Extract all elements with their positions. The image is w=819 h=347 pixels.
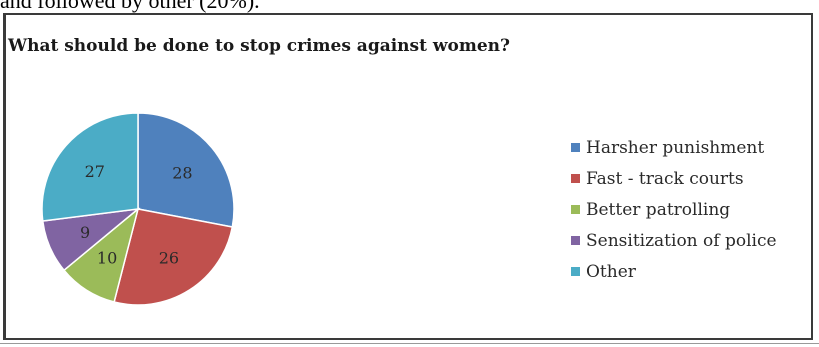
pie-slice-fast-track-courts bbox=[113, 208, 234, 306]
pie-data-label: 10 bbox=[97, 249, 117, 268]
legend-item: Harsher punishment bbox=[571, 132, 777, 163]
pie-slice-other bbox=[41, 112, 139, 222]
bottom-divider bbox=[0, 343, 819, 344]
legend-label: Other bbox=[586, 261, 636, 282]
legend-label: Sensitization of police bbox=[586, 230, 777, 251]
legend-swatch bbox=[571, 143, 580, 152]
caption-fragment: and followed by other (20%). bbox=[0, 0, 260, 13]
legend-label: Harsher punishment bbox=[586, 137, 765, 158]
legend-swatch bbox=[571, 205, 580, 214]
legend-item: Fast - track courts bbox=[571, 163, 777, 194]
legend-item: Sensitization of police bbox=[571, 225, 777, 256]
legend-item: Other bbox=[571, 256, 777, 287]
legend-swatch bbox=[571, 174, 580, 183]
chart-title: What should be done to stop crimes again… bbox=[8, 36, 510, 56]
legend-item: Better patrolling bbox=[571, 194, 777, 225]
legend-swatch bbox=[571, 236, 580, 245]
pie-slice-harsher-punishment bbox=[137, 112, 235, 228]
legend-swatch bbox=[571, 267, 580, 276]
pie-data-label: 26 bbox=[159, 249, 179, 268]
pie-data-label: 9 bbox=[80, 223, 90, 242]
chart-legend: Harsher punishment Fast - track courts Bet… bbox=[571, 132, 777, 287]
pie-data-label: 27 bbox=[85, 162, 105, 181]
legend-label: Better patrolling bbox=[586, 199, 731, 220]
pie-data-label: 28 bbox=[172, 163, 192, 182]
legend-label: Fast - track courts bbox=[586, 168, 744, 189]
